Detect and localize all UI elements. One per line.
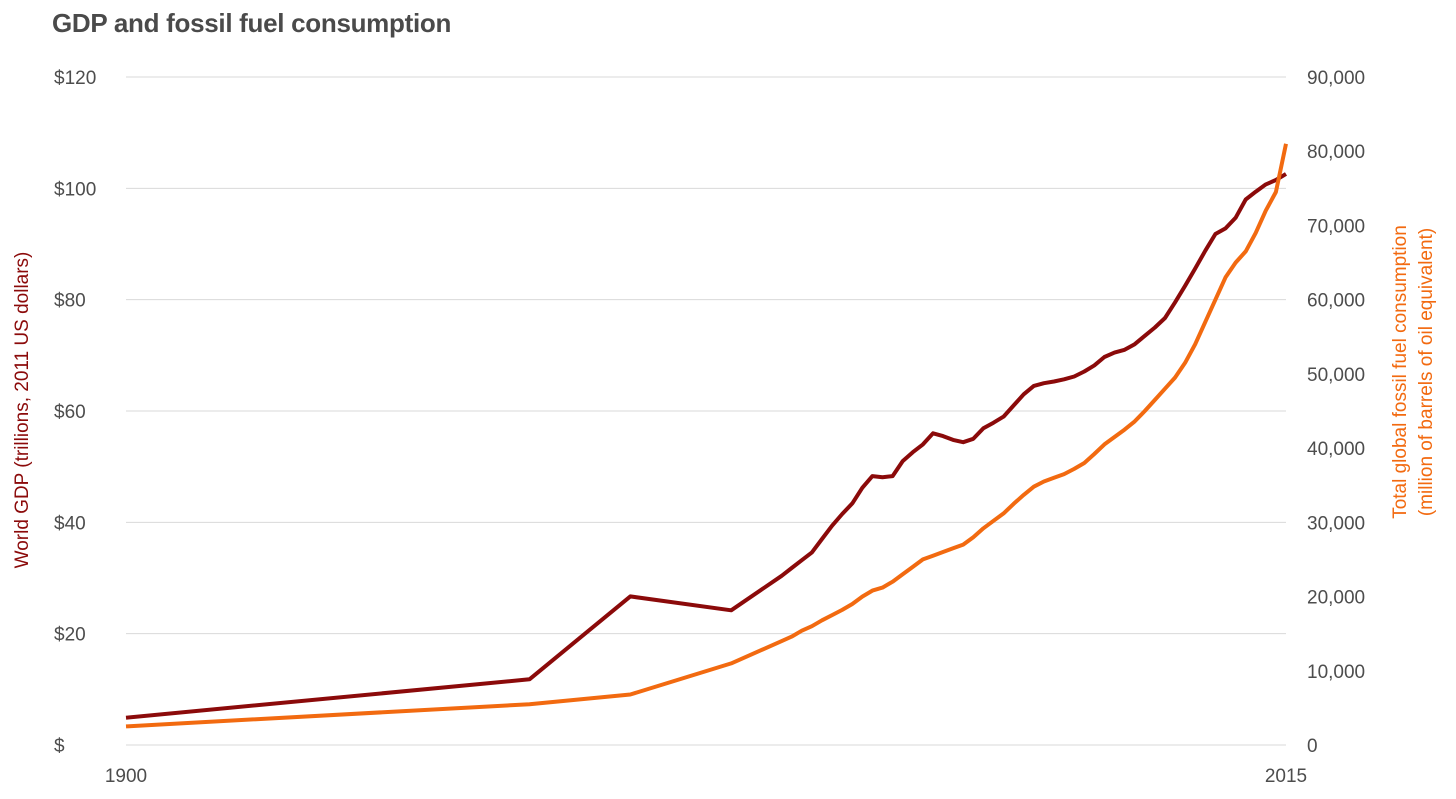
right-tick-label: 40,000 <box>1307 439 1365 460</box>
right-axis-title: Total global fossil fuel consumption (mil… <box>1390 225 1437 519</box>
right-tick-label: 20,000 <box>1307 588 1365 609</box>
gdp-series-line <box>125 172 1288 720</box>
right-tick-label: 10,000 <box>1307 662 1365 683</box>
right-tick-label: 70,000 <box>1307 216 1365 237</box>
left-tick-label: $40 <box>54 513 86 534</box>
right-axis-title-line: Total global fossil fuel consumption <box>1390 225 1411 519</box>
right-tick-label: 90,000 <box>1307 68 1365 89</box>
right-tick-label: 30,000 <box>1307 513 1365 534</box>
left-tick-label: $60 <box>54 402 86 423</box>
fossil-fuel-series-line <box>125 143 1288 729</box>
right-tick-label: 60,000 <box>1307 291 1365 312</box>
left-axis-ticks: $ $20 $40 $60 $80 $100 $120 <box>54 68 96 757</box>
right-tick-label: 0 <box>1307 736 1318 757</box>
left-tick-label: $20 <box>54 625 86 646</box>
left-tick-label: $ <box>54 736 65 757</box>
left-axis-title: World GDP (trillions, 2011 US dollars) <box>12 252 33 569</box>
x-tick-label: 1900 <box>105 766 147 787</box>
right-axis-ticks: 0 10,000 20,000 30,000 40,000 50,000 60,000 70,… <box>1307 68 1365 757</box>
x-tick-label: 2015 <box>1265 766 1307 787</box>
left-tick-label: $100 <box>54 179 96 200</box>
gridlines <box>126 76 1286 746</box>
left-tick-label: $120 <box>54 68 96 89</box>
left-tick-label: $80 <box>54 291 86 312</box>
series-lines <box>125 143 1288 729</box>
x-axis-ticks: 1900 2015 <box>105 766 1307 787</box>
right-tick-label: 50,000 <box>1307 365 1365 386</box>
chart-title: GDP and fossil fuel consumption <box>52 8 452 38</box>
right-tick-label: 80,000 <box>1307 142 1365 163</box>
right-axis-title-line: (million of barrels of oil equivalent) <box>1416 228 1437 516</box>
